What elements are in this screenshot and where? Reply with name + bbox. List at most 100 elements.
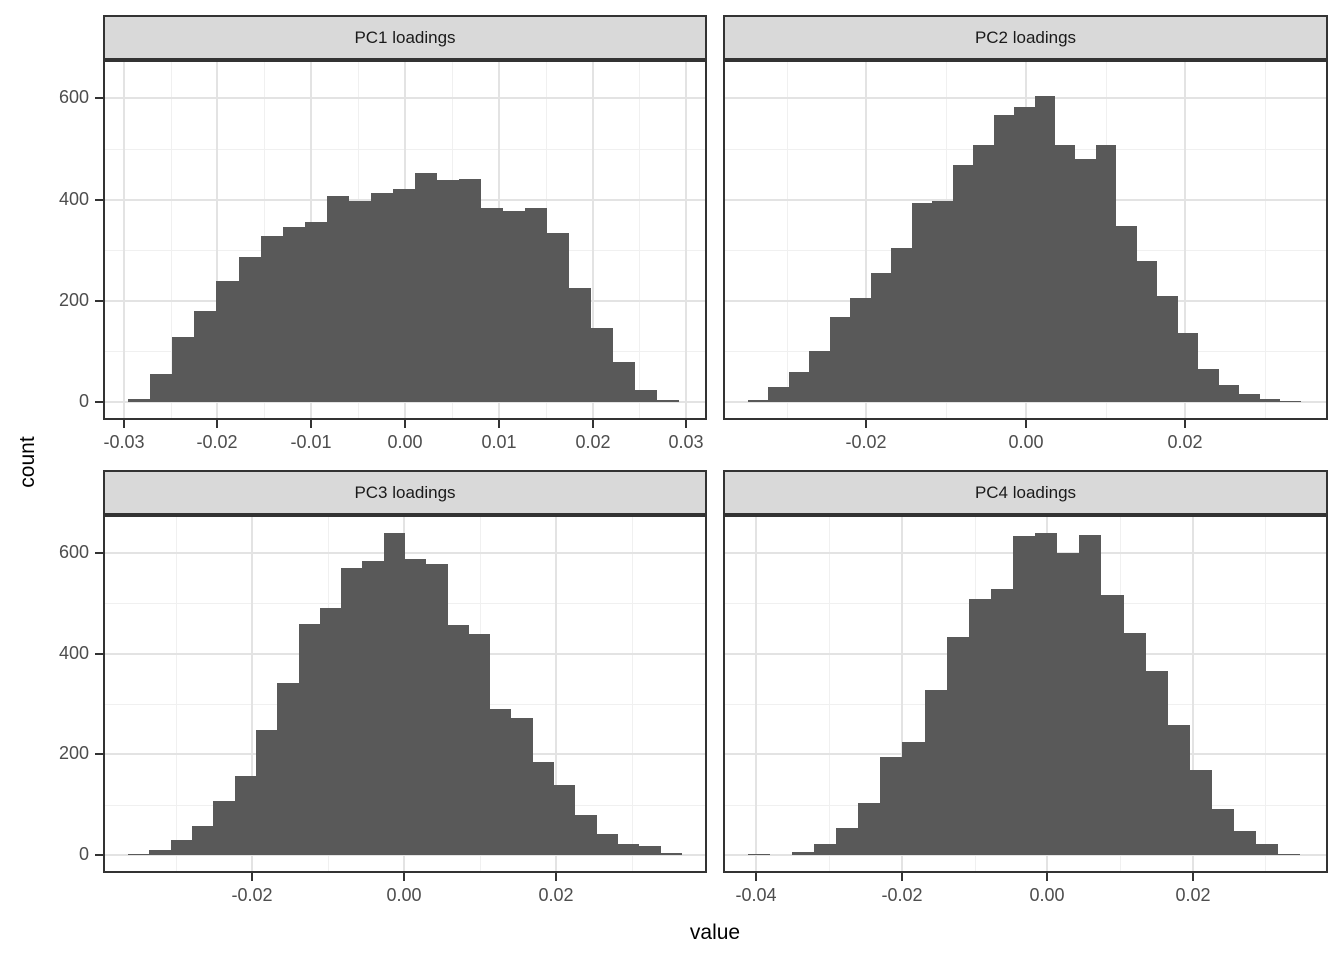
histogram-bar (1256, 844, 1278, 855)
x-tick-mark (123, 420, 125, 428)
histogram-bar (597, 834, 618, 855)
histogram-bar (1116, 226, 1137, 402)
y-tick-mark (95, 199, 103, 201)
y-tick-label: 600 (58, 87, 89, 107)
x-tick-mark (1025, 420, 1027, 428)
histogram-bar (371, 193, 393, 402)
histogram-bar (591, 328, 613, 402)
y-tick-label: 600 (58, 542, 89, 562)
gridline-minor (1265, 515, 1266, 873)
x-tick-label: -0.03 (103, 432, 145, 452)
y-tick-mark (95, 300, 103, 302)
histogram-bar (639, 846, 661, 855)
y-tick-label: 200 (58, 743, 89, 763)
histogram-bar (613, 362, 635, 402)
gridline-minor (176, 515, 177, 873)
gridline-major (103, 552, 707, 554)
x-tick-label: 0.00 (1008, 432, 1044, 452)
x-tick-label: 0.02 (1175, 885, 1211, 905)
gridline-minor (1265, 60, 1266, 420)
histogram-bar (320, 608, 341, 855)
gridline-major (103, 97, 707, 99)
gridline-minor (639, 60, 640, 420)
y-tick-mark (95, 753, 103, 755)
y-tick-mark (95, 552, 103, 554)
histogram-bar (1198, 369, 1219, 402)
histogram-bar (1168, 725, 1190, 855)
histogram-bar (953, 165, 973, 402)
histogram-bar (661, 853, 682, 855)
histogram-bar (213, 801, 235, 855)
gridline-minor (787, 60, 788, 420)
histogram-bar (469, 634, 490, 855)
x-tick-label: 0.03 (668, 432, 704, 452)
histogram-bar (768, 387, 789, 402)
gridline-major (901, 515, 903, 873)
histogram-bar (283, 227, 305, 402)
gridline-major (755, 515, 757, 873)
histogram-bar (902, 742, 925, 855)
histogram-bar (1278, 854, 1300, 855)
gridline-major (865, 60, 867, 420)
x-tick-label: -0.02 (231, 885, 273, 905)
gridline-minor (829, 515, 830, 873)
histogram-bar (850, 298, 871, 402)
x-tick-mark (592, 420, 594, 428)
x-tick-mark (555, 873, 557, 881)
gridline-major (251, 515, 253, 873)
x-tick-label: 0.02 (575, 432, 611, 452)
gridline-minor (171, 60, 172, 420)
facet-strip-label: PC2 loadings (974, 27, 1077, 47)
histogram-bar (1057, 553, 1079, 855)
x-tick-label: -0.02 (196, 432, 238, 452)
gridline-major (1192, 515, 1194, 873)
histogram-bar (172, 337, 194, 402)
x-tick-mark (404, 420, 406, 428)
histogram-bar (1260, 399, 1280, 402)
gridline-major (592, 60, 594, 420)
x-tick-label: 0.00 (386, 885, 422, 905)
histogram-bar (1234, 831, 1256, 855)
gridline-major (123, 60, 125, 420)
x-tick-mark (251, 873, 253, 881)
x-tick-mark (1192, 873, 1194, 881)
gridline-major (1184, 60, 1186, 420)
histogram-bar (814, 844, 836, 855)
x-tick-label: 0.02 (538, 885, 574, 905)
histogram-bar (128, 399, 150, 402)
histogram-bar (973, 145, 994, 402)
histogram-bar (415, 173, 437, 402)
gridline-major (555, 515, 557, 873)
facet-panel-3 (103, 515, 707, 873)
gridline-major (723, 97, 1328, 99)
histogram-bar (554, 785, 575, 855)
histogram-bar (299, 624, 320, 855)
x-tick-mark (310, 420, 312, 428)
gridline-major (103, 401, 707, 403)
histogram-bar (789, 372, 809, 402)
histogram-bar (149, 850, 171, 855)
histogram-bar (858, 803, 880, 855)
histogram-bar (635, 390, 657, 402)
y-tick-label: 0 (78, 844, 89, 864)
x-tick-mark (901, 873, 903, 881)
histogram-bar (525, 208, 547, 402)
histogram-bar (1013, 536, 1035, 855)
facet-panel-4 (723, 515, 1328, 873)
histogram-bar (239, 257, 261, 402)
histogram-bar (1079, 535, 1101, 855)
histogram-bar (912, 203, 932, 402)
x-tick-label: -0.02 (881, 885, 923, 905)
histogram-bar (1055, 145, 1075, 402)
histogram-bar (830, 317, 850, 402)
gridline-major (685, 60, 687, 420)
y-tick-label: 400 (58, 643, 89, 663)
histogram-bar (932, 201, 953, 402)
gridline-major (723, 854, 1328, 856)
x-tick-mark (498, 420, 500, 428)
histogram-bar (171, 840, 192, 855)
facet-strip-label: PC1 loadings (354, 27, 456, 47)
histogram-bar (362, 561, 384, 855)
histogram-bar (194, 311, 216, 402)
histogram-bar (327, 196, 349, 402)
